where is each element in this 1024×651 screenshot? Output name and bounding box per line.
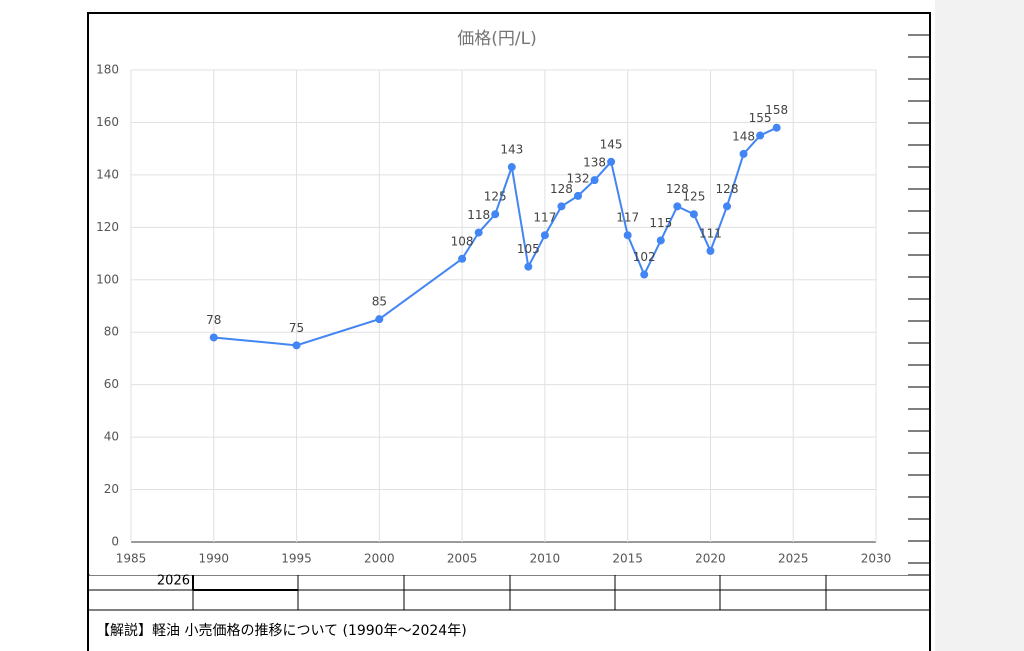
data-point xyxy=(491,210,500,219)
x-tick-label: 2000 xyxy=(364,552,395,566)
y-tick-label: 120 xyxy=(96,220,119,234)
data-label: 117 xyxy=(616,211,639,225)
side-margin xyxy=(935,0,1024,651)
data-point xyxy=(739,149,748,158)
data-label: 102 xyxy=(633,250,656,264)
data-point xyxy=(507,163,516,172)
data-point xyxy=(756,131,765,140)
y-tick-label: 40 xyxy=(104,430,119,444)
x-tick-label: 2005 xyxy=(447,552,478,566)
data-label: 115 xyxy=(649,216,672,230)
data-label: 148 xyxy=(732,129,755,143)
data-point xyxy=(673,202,682,211)
data-label: 158 xyxy=(765,103,788,117)
x-tick-label: 2010 xyxy=(530,552,561,566)
data-point xyxy=(607,157,616,166)
data-point xyxy=(689,210,698,219)
y-tick-label: 80 xyxy=(104,325,119,339)
y-tick-label: 100 xyxy=(96,272,119,286)
data-point xyxy=(292,341,301,350)
y-tick-label: 0 xyxy=(111,535,119,549)
data-label: 117 xyxy=(533,211,556,225)
data-label: 128 xyxy=(716,182,739,196)
data-point xyxy=(640,270,649,279)
data-label: 111 xyxy=(699,226,722,240)
x-tick-label: 2020 xyxy=(695,552,726,566)
data-point xyxy=(723,202,731,211)
data-label: 78 xyxy=(206,313,221,327)
data-point xyxy=(772,123,781,132)
data-label: 125 xyxy=(682,190,705,204)
data-point xyxy=(590,176,599,185)
data-point xyxy=(656,236,665,245)
data-label: 132 xyxy=(567,171,590,185)
data-point xyxy=(375,315,384,324)
x-tick-label: 2015 xyxy=(612,552,643,566)
data-label: 128 xyxy=(550,182,573,196)
x-tick-label: 1995 xyxy=(281,552,312,566)
data-label: 125 xyxy=(484,190,507,204)
data-point xyxy=(623,231,632,240)
y-tick-label: 60 xyxy=(104,377,119,391)
data-label: 143 xyxy=(500,143,523,157)
y-tick-label: 140 xyxy=(96,167,119,181)
data-label: 118 xyxy=(467,208,490,222)
x-tick-label: 2025 xyxy=(778,552,809,566)
x-tick-label: 1990 xyxy=(199,552,230,566)
data-point xyxy=(524,262,533,271)
note: 【解説】軽油 小売価格の推移について (1990年〜2024年) xyxy=(96,623,467,639)
y-tick-label: 180 xyxy=(96,63,119,77)
data-label: 155 xyxy=(749,111,772,125)
data-label: 128 xyxy=(666,182,689,196)
y-tick-label: 20 xyxy=(104,482,119,496)
chart-title: 価格(円/L) xyxy=(457,29,536,49)
cell-text: 2026 xyxy=(157,574,190,589)
data-label: 138 xyxy=(583,156,606,170)
x-tick-label: 2030 xyxy=(861,552,892,566)
data-point xyxy=(706,246,715,255)
data-label: 75 xyxy=(289,321,304,335)
data-point xyxy=(474,228,483,237)
x-tick-label: 1985 xyxy=(116,552,147,566)
plot: 0 20 40 60 80 100 120 140 160 180 1985 1990 1995 2000… xyxy=(96,63,891,566)
data-point xyxy=(557,202,566,211)
data-label: 145 xyxy=(600,137,623,151)
chart-area xyxy=(90,15,908,575)
data-label: 105 xyxy=(517,242,540,256)
data-point xyxy=(574,191,582,200)
data-point xyxy=(540,231,549,240)
data-label: 85 xyxy=(372,295,387,309)
data-point xyxy=(458,254,467,263)
data-point xyxy=(209,333,218,342)
data-label: 108 xyxy=(451,234,474,248)
y-tick-label: 160 xyxy=(96,115,119,129)
